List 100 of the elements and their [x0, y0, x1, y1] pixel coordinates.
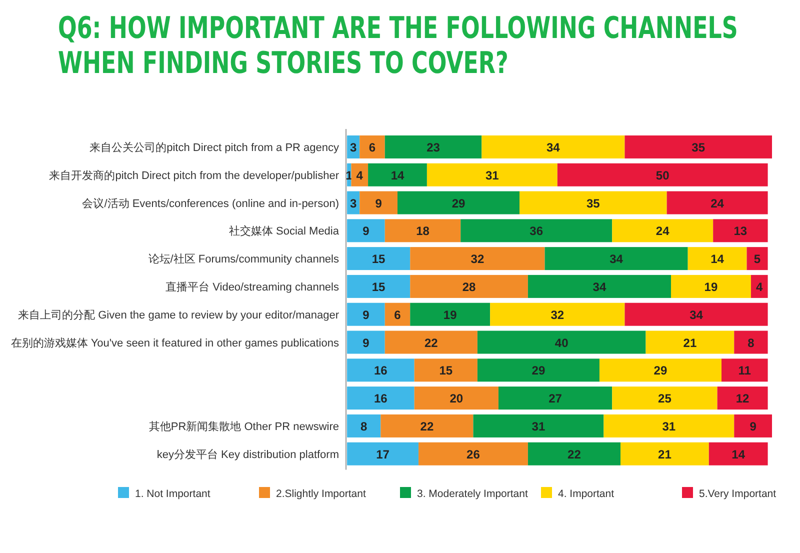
bar — [520, 191, 667, 214]
data-label: 23 — [426, 140, 440, 154]
bar — [734, 330, 768, 354]
bar — [734, 414, 772, 438]
data-label: 28 — [462, 280, 476, 294]
bar — [557, 163, 768, 186]
bar — [384, 330, 478, 354]
bar — [646, 330, 734, 354]
data-label: 34 — [690, 308, 704, 322]
data-label: 29 — [452, 196, 466, 210]
data-label: 31 — [485, 168, 500, 182]
bar — [620, 442, 709, 466]
bar — [384, 135, 482, 158]
data-label: 27 — [548, 392, 562, 406]
data-label: 24 — [710, 196, 724, 210]
legend-label: 4. Important — [558, 488, 614, 500]
bar — [347, 414, 381, 438]
bar — [347, 302, 385, 326]
data-label: 15 — [372, 280, 386, 294]
bar — [604, 414, 734, 438]
bar — [473, 414, 604, 438]
bar — [347, 386, 414, 410]
legend-label: 2.Slightly Important — [276, 488, 366, 500]
data-label: 14 — [390, 168, 404, 182]
data-label: 34 — [592, 280, 606, 294]
data-label: 17 — [376, 447, 390, 462]
y-tick-label: 社交媒体 Social Media — [228, 224, 340, 238]
data-label: 5 — [754, 252, 761, 266]
data-label: 9 — [362, 224, 370, 238]
data-label: 22 — [424, 336, 438, 350]
y-tick-label: key分发平台 Key distribution platform — [156, 448, 339, 461]
data-label: 21 — [658, 447, 672, 462]
data-label: 19 — [443, 308, 458, 322]
bar — [528, 442, 621, 466]
bar — [426, 163, 558, 186]
y-tick-label: 会议/活动 Events/conferences (online and in-person) — [82, 196, 339, 210]
bar — [347, 219, 385, 242]
bar — [671, 274, 751, 298]
bar — [347, 247, 410, 270]
bar — [410, 302, 490, 326]
bar — [414, 386, 498, 410]
data-label: 16 — [374, 392, 388, 406]
bar — [360, 135, 385, 158]
bar — [410, 274, 528, 298]
bar — [477, 330, 646, 354]
bar — [397, 191, 520, 214]
data-label: 25 — [658, 392, 672, 406]
data-label: 40 — [554, 336, 569, 350]
bar — [482, 135, 625, 158]
data-label: 34 — [610, 252, 624, 266]
bar — [347, 358, 414, 382]
y-tick-label: 来自公关公司的pitch Direct pitch from a PR agency — [90, 140, 340, 154]
bar — [528, 274, 672, 298]
y-tick-label: 论坛/社区 Forums/community channels — [148, 252, 340, 266]
bar — [360, 191, 398, 214]
bar — [414, 358, 478, 382]
data-label: 15 — [439, 364, 453, 378]
y-tick-label: 来自上司的分配 Given the game to review by your editor/manager — [18, 308, 340, 322]
bar — [746, 247, 768, 270]
bar — [347, 274, 410, 298]
bar — [599, 358, 722, 382]
bar — [460, 219, 612, 242]
bar — [384, 302, 410, 326]
y-tick-label: 其他PR新闻集散地 Other PR newswire — [148, 420, 339, 433]
bar — [722, 358, 768, 382]
bar — [368, 163, 427, 186]
data-label: 13 — [734, 224, 748, 238]
bar — [351, 163, 368, 186]
data-label: 24 — [656, 224, 670, 238]
bar — [688, 247, 747, 270]
data-label: 22 — [420, 419, 434, 434]
legend-label: 1. Not Important — [135, 488, 210, 500]
title: Q6: HOW IMPORTANT ARE THE FOLLOWING CHANNELS WHEN FINDING STORIES TO COVER? — [58, 12, 738, 81]
data-label: 15 — [372, 252, 386, 266]
legend-label: 3. Moderately Important — [417, 488, 528, 500]
data-label: 8 — [360, 419, 368, 434]
bar — [410, 247, 545, 270]
bar — [666, 191, 768, 214]
data-label: 19 — [704, 280, 718, 294]
data-label: 32 — [550, 308, 564, 322]
data-label: 31 — [532, 419, 546, 434]
bar — [717, 386, 768, 410]
bar — [347, 330, 385, 354]
data-label: 16 — [374, 364, 388, 378]
bar — [490, 302, 625, 326]
y-tick-label: 在别的游戏媒体 You've seen it featured in other games publications — [10, 336, 340, 350]
bar — [713, 219, 768, 242]
data-label: 6 — [368, 140, 376, 154]
bar — [612, 386, 718, 410]
data-label: 6 — [394, 308, 402, 322]
data-label: 18 — [416, 224, 430, 238]
data-label: 21 — [683, 336, 697, 350]
data-label: 35 — [692, 140, 706, 154]
data-label: 12 — [736, 392, 750, 406]
bar — [544, 247, 688, 270]
bar — [750, 274, 768, 298]
data-label: 36 — [530, 224, 544, 238]
bar — [612, 219, 714, 242]
data-label: 9 — [362, 308, 370, 322]
data-label: 29 — [654, 364, 668, 378]
